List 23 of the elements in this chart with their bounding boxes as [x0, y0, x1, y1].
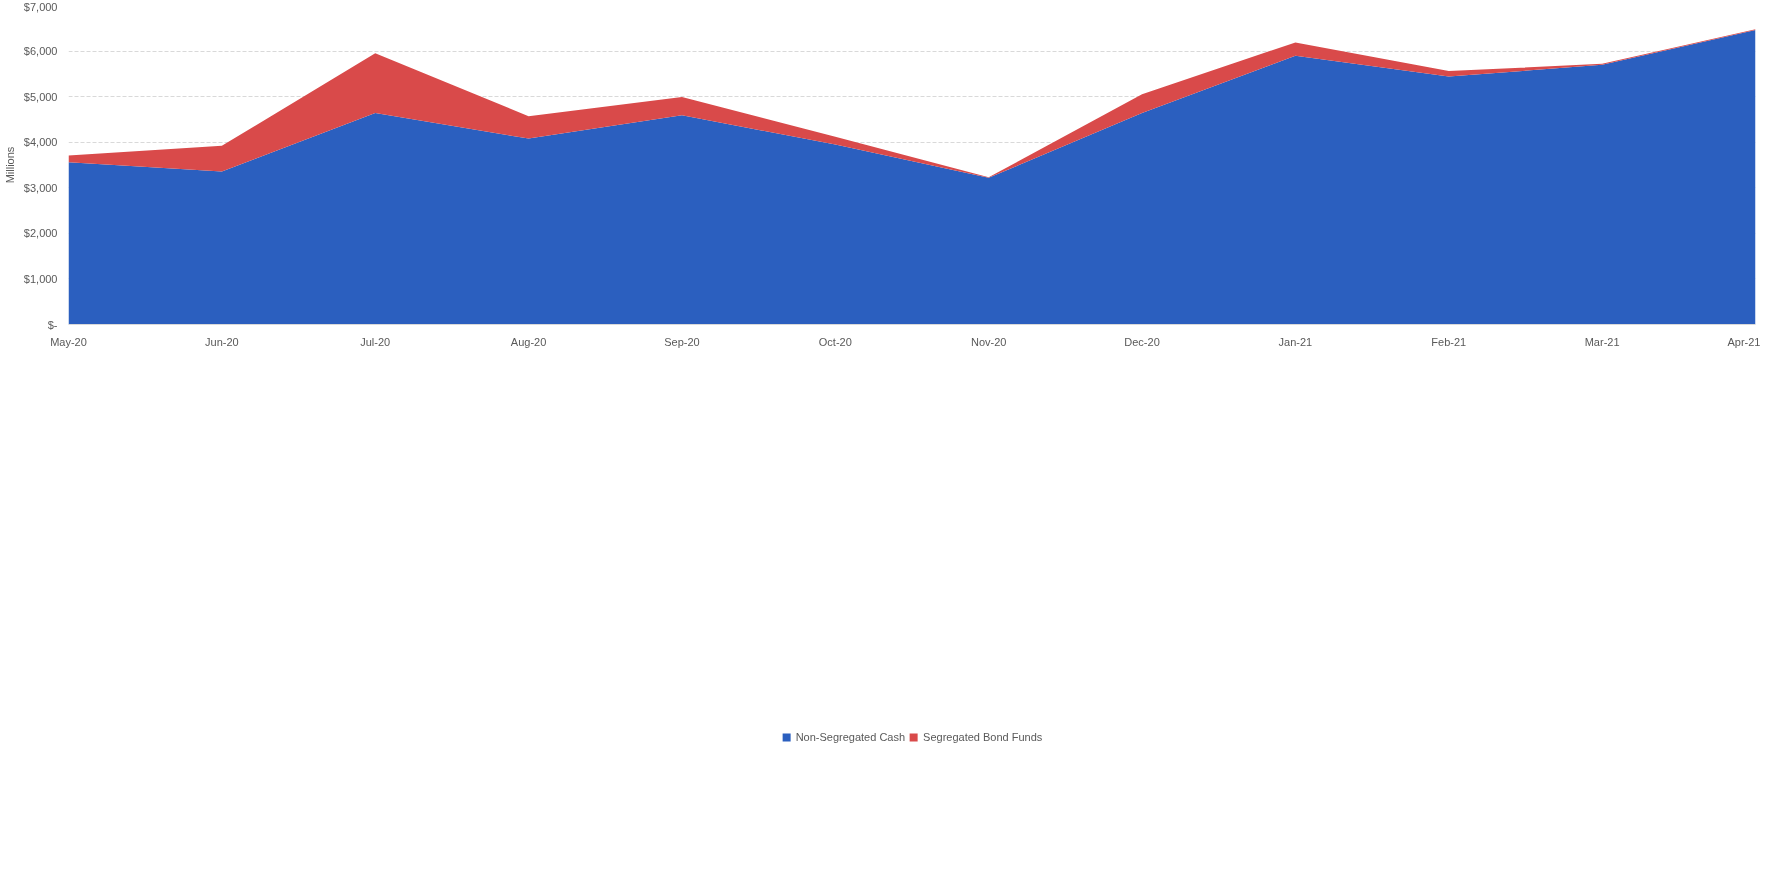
x-tick-label: Nov-20 — [970, 335, 1007, 348]
legend-label: Non-Segregated Cash — [795, 731, 906, 743]
x-tick-label: Feb-21 — [1431, 335, 1467, 348]
x-tick-label: Sep-20 — [664, 335, 700, 348]
y-tick-label: $6,000 — [23, 45, 58, 58]
x-tick-label: Aug-20 — [510, 335, 547, 348]
y-tick-label: $7,000 — [23, 0, 58, 13]
y-tick-label: $1,000 — [23, 272, 58, 285]
legend-label: Segregated Bond Funds — [923, 731, 1043, 743]
y-tick-label: $5,000 — [23, 90, 58, 103]
x-tick-label: Jun-20 — [205, 335, 239, 348]
x-tick-label: May-20 — [50, 335, 87, 348]
x-tick-label: Jan-21 — [1278, 335, 1313, 348]
y-tick-label: $4,000 — [23, 136, 58, 149]
x-tick-label: Oct-20 — [818, 335, 852, 348]
x-tick-label: Dec-20 — [1124, 335, 1160, 348]
x-tick-label: Apr-21 — [1727, 335, 1761, 348]
y-axis-title: Millions — [3, 146, 16, 184]
y-tick-label: $2,000 — [23, 227, 58, 240]
x-tick-label: Mar-21 — [1584, 335, 1620, 348]
x-tick-label: Jul-20 — [360, 335, 391, 348]
y-tick-label: $3,000 — [23, 181, 58, 194]
y-tick-label: $- — [47, 318, 58, 331]
